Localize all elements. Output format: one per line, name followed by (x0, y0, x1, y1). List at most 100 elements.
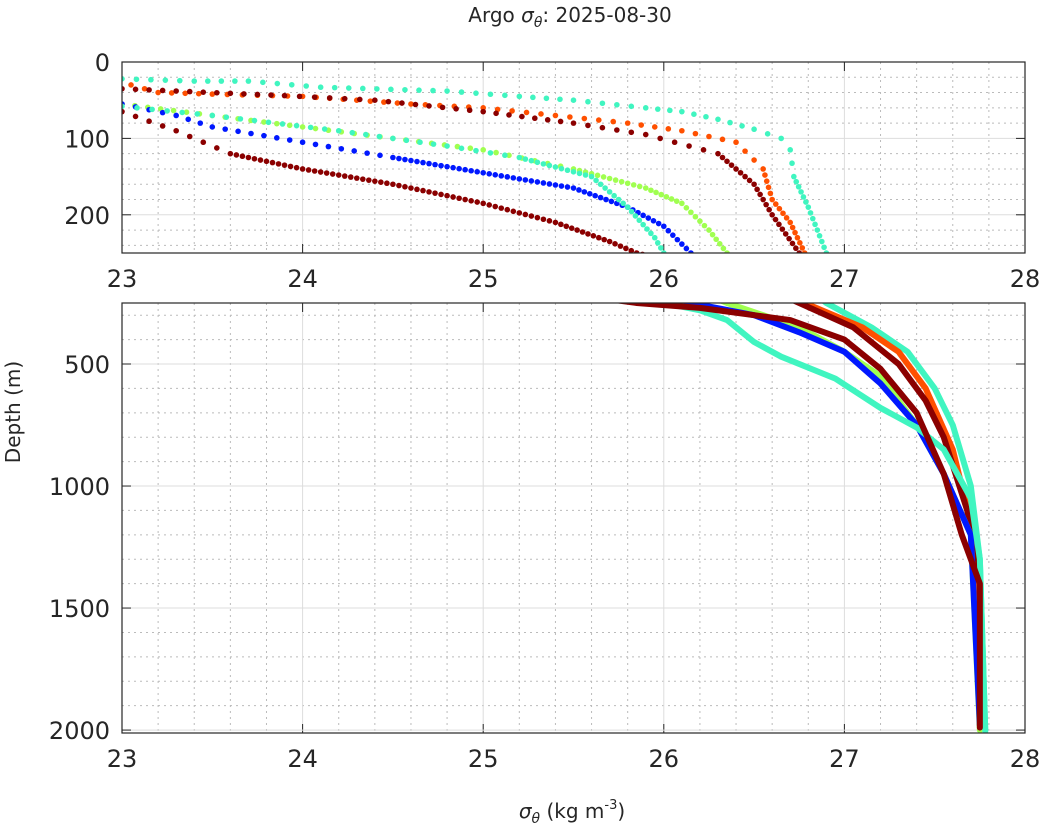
profile-7-point (522, 211, 529, 218)
profile-4-point (752, 280, 758, 286)
profile-7-point (606, 238, 613, 245)
profile-2-point (765, 184, 772, 191)
profile-1-point (798, 189, 804, 195)
profile-5-point (261, 132, 267, 139)
profile-4-point (772, 301, 778, 307)
profile-5-point (540, 180, 547, 186)
profile-4-point (768, 297, 774, 303)
profile-3-point (599, 124, 606, 131)
profile-2-point (610, 118, 617, 125)
profile-3-point (737, 169, 744, 176)
profile-1-point (122, 76, 125, 82)
profile-7-point (432, 190, 438, 196)
profile-6-point (636, 217, 643, 224)
profile-2-point (706, 133, 712, 140)
profile-5-line (680, 303, 983, 729)
profile-2-point (763, 178, 770, 184)
profile-2-point (797, 240, 803, 246)
profile-3-point (800, 255, 806, 261)
profile-2-point (651, 124, 658, 130)
profile-1-point (795, 183, 802, 190)
profile-2-point (581, 115, 588, 122)
profile-3-point (813, 274, 819, 280)
profile-3-point (817, 279, 823, 285)
profile-5-point (746, 285, 752, 291)
profile-1-point (502, 92, 508, 99)
profile-3-point (719, 154, 726, 161)
profile-3-point (789, 240, 796, 247)
profile-7-point (663, 257, 669, 263)
profile-7-point (132, 113, 139, 120)
profile-3-point (132, 86, 139, 93)
profile-2-point (805, 255, 811, 261)
profile-1-point (805, 204, 812, 210)
profile-1-point (679, 108, 685, 115)
profile-6-point (593, 177, 599, 184)
profile-4-point (648, 187, 654, 194)
profile-7-point (390, 181, 396, 188)
profile-5-point (222, 126, 228, 132)
profile-7-point (558, 221, 564, 228)
profile-1-point (516, 93, 523, 100)
profile-7-point (534, 214, 541, 221)
profile-1-point (739, 123, 745, 129)
profile-7-point (686, 263, 692, 269)
profile-1-point (570, 97, 577, 103)
profile-4-point (736, 263, 742, 269)
profile-7-point (552, 219, 559, 226)
profile-6-point (624, 204, 631, 210)
profile-5-point (468, 167, 474, 174)
profile-1-point (800, 194, 807, 200)
profile-7-point (617, 243, 624, 249)
profile-4-point (274, 120, 280, 127)
profile-4-point (630, 182, 637, 188)
profile-6-point (602, 185, 608, 191)
profile-2-point (751, 157, 757, 163)
profile-7-point (657, 256, 663, 262)
profile-3-point (453, 105, 459, 112)
profile-5-point (558, 183, 565, 189)
profile-4-point (312, 125, 319, 132)
profile-4-point (728, 254, 734, 260)
y-tick-label: 1500 (49, 595, 110, 623)
profile-4-point (776, 305, 782, 311)
profile-7-point (347, 174, 354, 180)
profile-5-point (504, 174, 511, 180)
x-tick-label: 23 (107, 265, 138, 293)
profile-6-point (606, 189, 613, 195)
profile-7-point (492, 203, 499, 210)
profile-6-point (666, 253, 672, 259)
profile-4-point (748, 276, 754, 282)
profile-5-point (714, 266, 720, 272)
profile-1-point (851, 296, 857, 302)
profile-4-point (493, 149, 499, 156)
profile-7-point (628, 247, 635, 253)
profile-5-point (741, 282, 747, 288)
profile-6-point (335, 127, 342, 134)
profile-6-point (164, 108, 170, 114)
profile-5-point (480, 169, 487, 176)
profile-3-point (532, 115, 538, 122)
profile-2-point (665, 126, 672, 132)
profile-5-point (456, 165, 462, 172)
profile-6-point (307, 124, 314, 131)
profile-3-point (757, 191, 763, 198)
profile-3-point (372, 97, 378, 103)
profile-3-point (760, 196, 766, 203)
profile-5-point (438, 162, 444, 169)
profile-5-point (474, 168, 480, 175)
profile-4-point (286, 122, 293, 129)
profile-4-point (720, 245, 727, 252)
profile-1-point (727, 119, 733, 126)
profile-5-point (516, 176, 523, 182)
profile-1-point (232, 78, 238, 84)
profile-5-point (603, 196, 609, 203)
profile-1-point (827, 255, 833, 261)
profile-1-point (288, 81, 295, 88)
profile-4-point (780, 310, 786, 316)
x-tick-label: 27 (829, 265, 860, 293)
profile-2-point (394, 100, 401, 106)
profile-4-point (600, 174, 607, 180)
profile-6-point (417, 139, 423, 146)
